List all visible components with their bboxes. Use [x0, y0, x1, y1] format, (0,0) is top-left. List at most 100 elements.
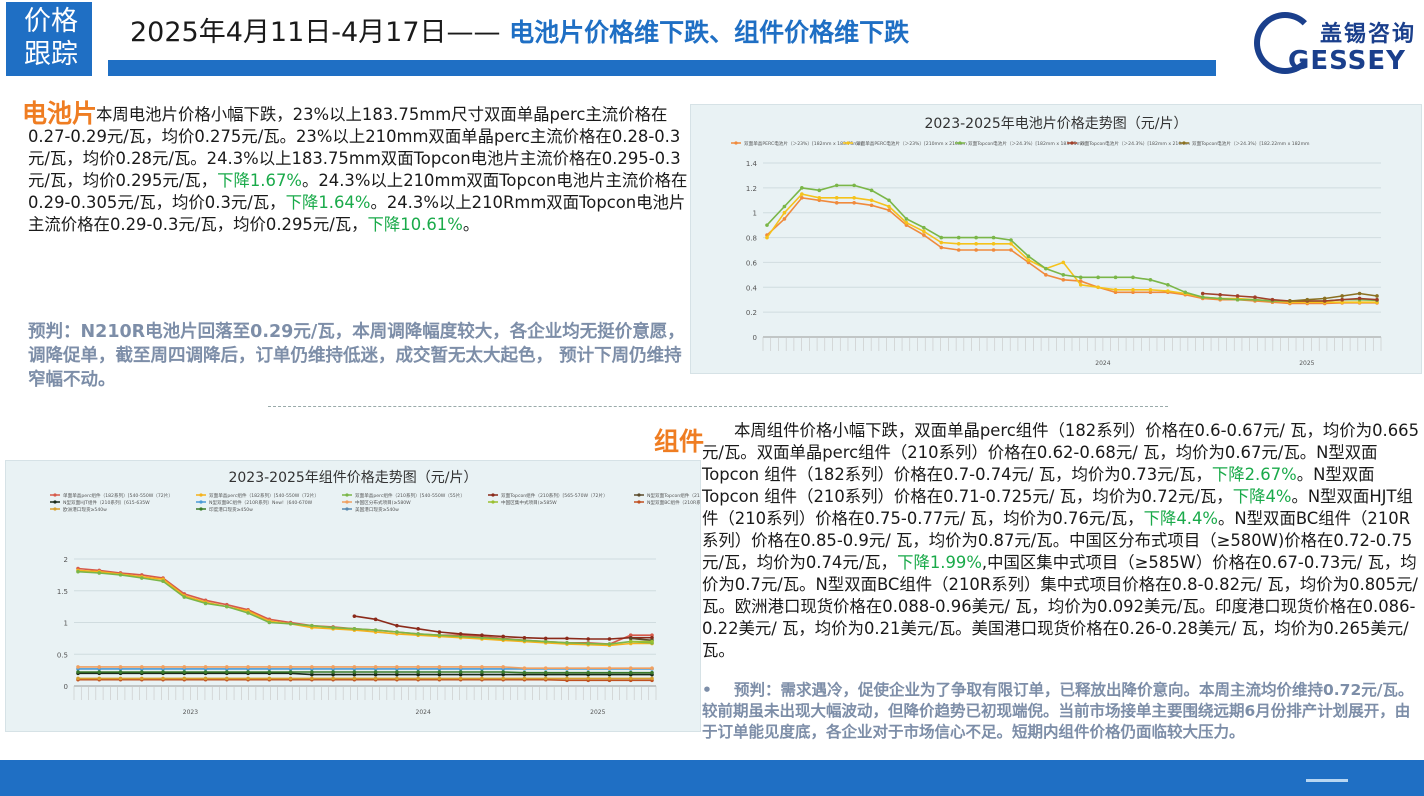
section-tag-line1: 价格 — [24, 6, 78, 37]
data-point — [607, 676, 612, 681]
legend-label: N型双面Topcon组件（210系列）[615-630W（60片） — [647, 492, 700, 499]
data-point — [1305, 297, 1310, 302]
data-point — [331, 625, 335, 630]
data-point — [869, 203, 874, 208]
legend-marker — [345, 500, 349, 504]
footer-dash-icon — [1306, 779, 1348, 782]
data-point — [1026, 254, 1031, 259]
data-point — [1148, 287, 1153, 292]
data-point — [904, 217, 909, 221]
data-point — [288, 621, 293, 626]
legend-label: N型双面BC组件（210R系列）New!（640-670W — [209, 499, 313, 506]
data-point — [628, 666, 633, 671]
legend-marker — [491, 500, 495, 504]
data-point — [416, 665, 420, 669]
data-point — [480, 672, 484, 677]
legend-marker — [637, 493, 641, 497]
data-point — [852, 183, 856, 188]
title-date: 2025年4月11日-4月17日—— — [130, 17, 501, 48]
data-point — [565, 636, 569, 641]
y-tick-label: 1.5 — [57, 588, 68, 596]
data-point — [800, 192, 804, 196]
data-point — [458, 632, 463, 636]
module-price-chart: 2023-2025年组件价格走势图（元/片） 0 0.5 1 1.5 2 2023 2024… — [5, 460, 701, 732]
module-change-2: 下降4% — [1232, 487, 1292, 506]
data-point — [437, 676, 442, 681]
data-point — [267, 676, 272, 681]
legend-marker — [199, 507, 203, 511]
data-point — [956, 235, 961, 240]
legend-marker — [53, 500, 57, 504]
data-point — [416, 672, 420, 677]
data-point — [331, 672, 335, 677]
data-point — [437, 672, 442, 677]
data-point — [416, 627, 420, 631]
data-point — [1061, 278, 1066, 282]
legend-label: 印度港口现货≥450w — [209, 506, 253, 513]
legend-label: 中国区分布式项目(≥580W — [355, 499, 411, 506]
data-point — [1235, 294, 1240, 298]
data-point — [352, 627, 357, 631]
data-point — [628, 670, 633, 675]
legend-marker — [734, 141, 738, 145]
module-chart-svg: 0 0.5 1 1.5 2 2023 2024 2025 单面单晶perc组件（182系列）[5… — [50, 492, 700, 716]
data-point — [522, 670, 527, 675]
data-point — [246, 670, 250, 674]
data-point — [437, 665, 442, 669]
legend-label: 单面单晶perc组件（182系列）[540-550W（72片） — [63, 492, 173, 499]
data-point — [607, 637, 612, 641]
data-point — [203, 676, 208, 681]
data-point — [458, 672, 463, 677]
data-point — [395, 670, 399, 674]
data-point — [650, 666, 654, 671]
data-point — [974, 241, 978, 246]
series-line — [78, 678, 652, 682]
logo-en-text: GESSEY — [1288, 46, 1406, 76]
title-subtitle: 电池片价格维下跌、组件价格维下跌 — [509, 18, 910, 47]
data-point — [480, 633, 484, 637]
data-point — [1148, 278, 1153, 282]
y-tick-label: 0 — [64, 683, 68, 691]
data-point — [800, 186, 804, 190]
data-point — [395, 630, 399, 634]
legend-marker — [199, 493, 203, 497]
data-point — [480, 676, 484, 681]
legend-marker — [846, 141, 850, 145]
data-point — [1078, 275, 1083, 280]
module-forecast-text: 预判：需求遇冷，促使企业为了争取有限订单，已释放出降价意向。本周主流均价维持0.… — [702, 681, 1414, 741]
data-point — [586, 641, 591, 646]
data-point — [118, 665, 123, 669]
year-label: 2025 — [590, 709, 605, 716]
data-point — [628, 636, 633, 641]
data-point — [586, 666, 591, 671]
cell-text-2: 。24.3%以上210mm双面Topcon电池片主流价格在0.29-0.305元… — [28, 171, 688, 212]
data-point — [1357, 291, 1362, 296]
legend-marker — [345, 507, 349, 511]
data-point — [543, 639, 548, 644]
module-change-4: 下降1.99% — [897, 553, 982, 572]
data-point — [1235, 297, 1240, 302]
data-point — [650, 633, 654, 637]
data-point — [543, 666, 548, 671]
module-text-5: ,中国区集中式项目（≥585W）价格在0.67-0.73元/ 瓦，均价为0.7元… — [702, 553, 1418, 660]
footer-bar — [0, 760, 1424, 796]
series-line — [78, 672, 652, 676]
series-line — [766, 184, 1378, 302]
legend-label: 双面单晶perc组件（210系列）[540-550W（55片） — [355, 492, 465, 499]
data-point — [628, 676, 633, 681]
data-point — [139, 576, 144, 580]
data-point — [161, 579, 165, 584]
data-point — [834, 196, 839, 200]
data-point — [267, 670, 272, 674]
data-point — [817, 196, 822, 200]
cell-section-label: 电池片 — [22, 99, 98, 128]
data-point — [1096, 285, 1100, 290]
data-point — [182, 670, 187, 674]
data-point — [1322, 299, 1327, 303]
data-point — [246, 611, 250, 615]
data-point — [118, 676, 123, 681]
data-point — [76, 676, 80, 681]
cell-text-3: 。24.3%以上210Rmm双面Topcon电池片主流价格在0.29-0.3元/… — [28, 193, 686, 234]
cell-change-2: 下降1.64% — [285, 193, 371, 212]
y-tick-label: 1.4 — [746, 160, 758, 168]
